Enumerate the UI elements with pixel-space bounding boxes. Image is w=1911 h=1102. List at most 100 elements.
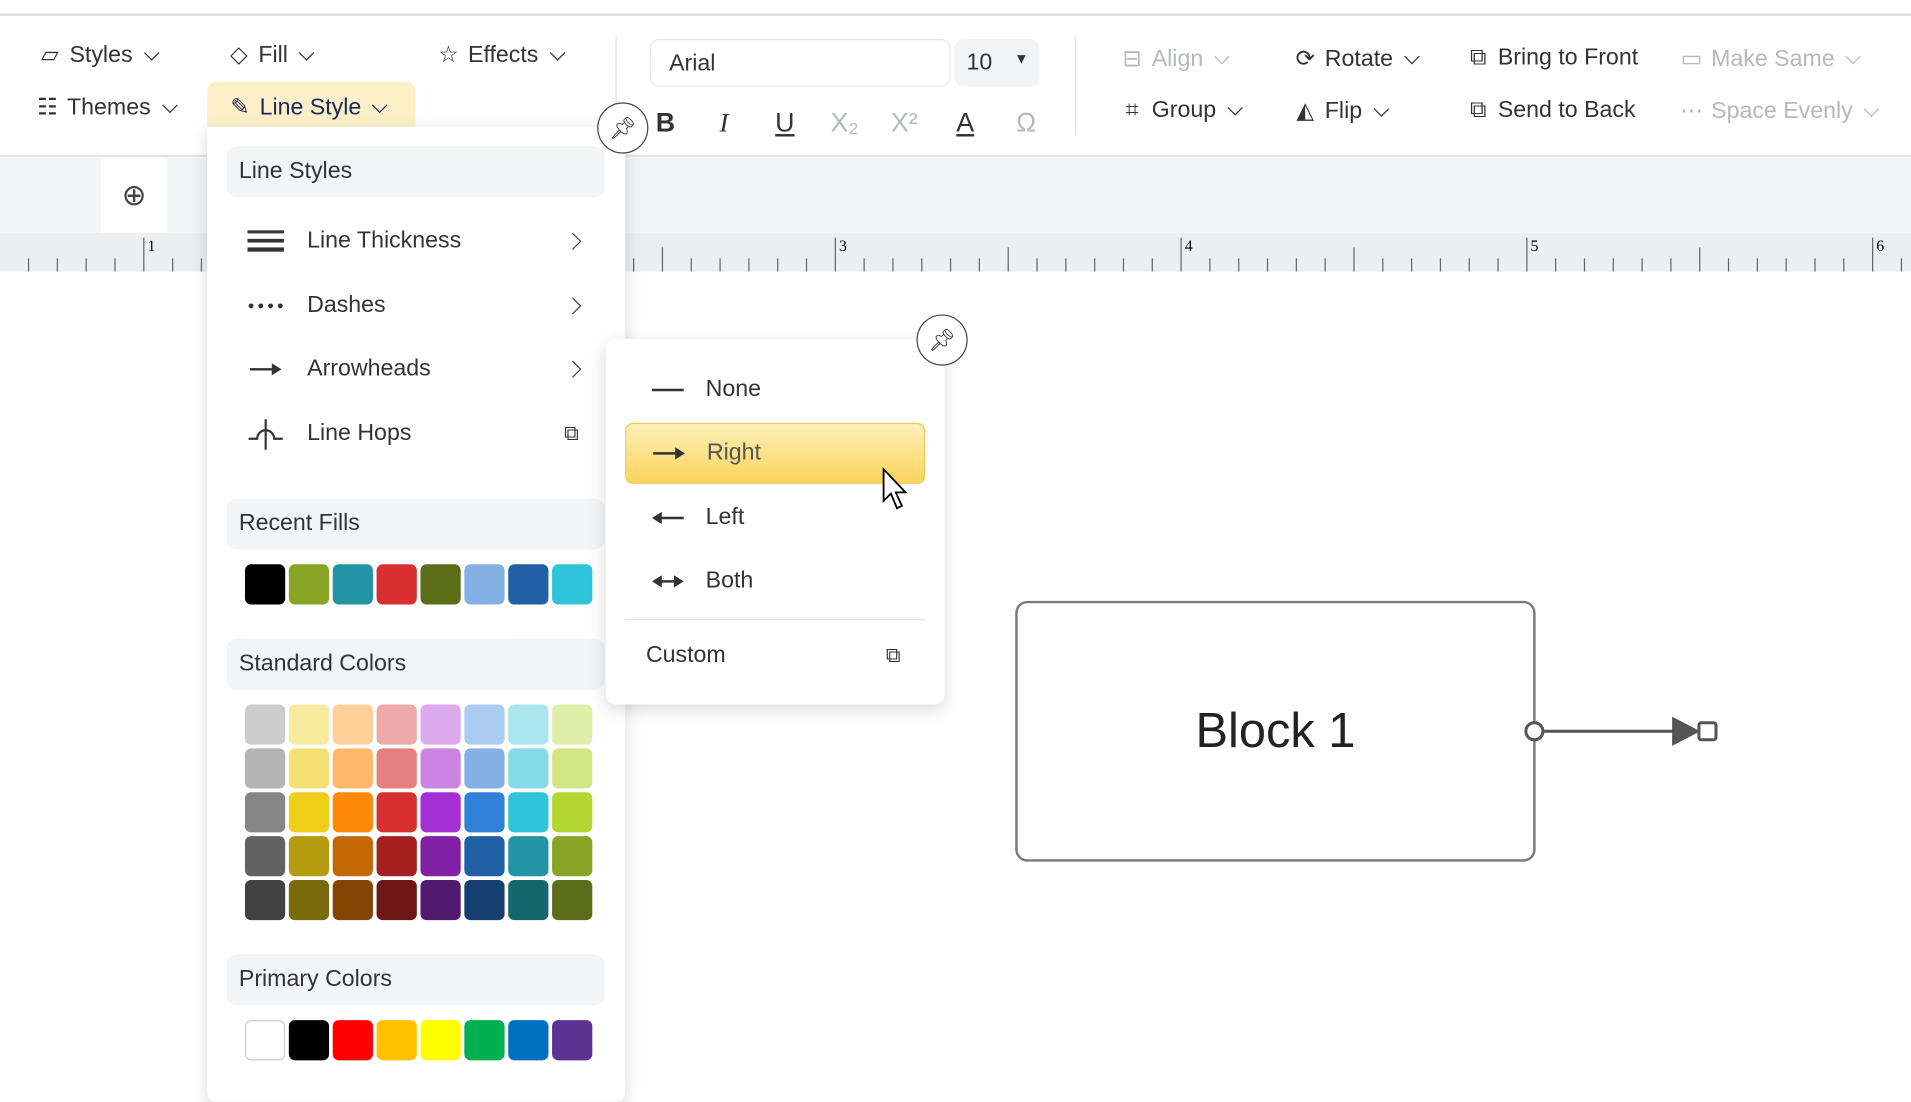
color-swatch[interactable] xyxy=(376,792,417,833)
plus-circle-icon: ⊕ xyxy=(121,179,147,213)
color-swatch[interactable] xyxy=(508,748,549,789)
color-swatch[interactable] xyxy=(244,748,286,789)
color-swatch[interactable] xyxy=(376,879,417,921)
line-style-button[interactable]: ✎ Line Style xyxy=(227,94,391,122)
color-swatch[interactable] xyxy=(552,879,593,921)
color-swatch[interactable] xyxy=(508,564,549,605)
color-swatch[interactable] xyxy=(244,836,286,877)
pin-submenu-button[interactable]: 📌︎ xyxy=(916,314,968,366)
color-swatch[interactable] xyxy=(508,836,549,877)
color-swatch[interactable] xyxy=(552,836,593,877)
send-to-back-button[interactable]: ⧉ Send to Back xyxy=(1465,98,1636,125)
arrowhead-option-right[interactable]: Right xyxy=(625,422,926,484)
rotate-button[interactable]: ⟳ Rotate xyxy=(1292,45,1422,73)
color-swatch[interactable] xyxy=(552,1020,593,1061)
color-swatch[interactable] xyxy=(332,704,373,745)
align-button[interactable]: ⊟ Align xyxy=(1119,45,1233,73)
color-swatch[interactable] xyxy=(376,564,417,605)
styles-button[interactable]: ▱ Styles xyxy=(37,41,162,69)
flip-button[interactable]: ◭ Flip xyxy=(1292,98,1391,126)
menu-item-line-hops[interactable]: Line Hops ⧉ xyxy=(244,410,579,459)
color-swatch[interactable] xyxy=(508,704,549,745)
menu-item-dashes[interactable]: Dashes xyxy=(244,282,582,331)
ruler-label: 6 xyxy=(1876,238,1884,255)
color-swatch[interactable] xyxy=(332,564,373,605)
menu-item-line-thickness[interactable]: Line Thickness xyxy=(244,217,582,266)
color-swatch[interactable] xyxy=(464,564,505,605)
underline-button[interactable]: U xyxy=(775,107,795,138)
chevron-right-icon xyxy=(564,232,582,250)
pin-menu-button[interactable]: 📌︎ xyxy=(597,102,649,154)
color-swatch[interactable] xyxy=(552,748,593,789)
arrowhead-option-left[interactable]: Left xyxy=(625,488,925,549)
color-swatch[interactable] xyxy=(244,879,286,921)
color-swatch[interactable] xyxy=(332,879,373,921)
color-swatch[interactable] xyxy=(552,792,593,833)
arrowhead-option-custom[interactable]: Custom ⧉ xyxy=(625,625,925,686)
color-swatch[interactable] xyxy=(288,704,330,745)
star-icon: ☆ xyxy=(438,42,459,69)
option-label: None xyxy=(705,376,762,403)
arrowhead-option-both[interactable]: Both xyxy=(625,551,925,612)
color-swatch[interactable] xyxy=(288,792,330,833)
font-color-button[interactable]: A xyxy=(956,107,975,138)
connector-end-handle[interactable] xyxy=(1697,721,1718,742)
group-button[interactable]: ⌗ Group xyxy=(1119,98,1246,125)
italic-button[interactable]: I xyxy=(719,107,729,138)
color-swatch[interactable] xyxy=(420,836,461,877)
color-swatch[interactable] xyxy=(332,1020,373,1061)
themes-button[interactable]: ☷ Themes xyxy=(34,94,180,122)
bring-to-front-button[interactable]: ⧉ Bring to Front xyxy=(1465,45,1638,72)
color-swatch[interactable] xyxy=(244,792,286,833)
color-swatch[interactable] xyxy=(420,704,461,745)
color-swatch[interactable] xyxy=(464,792,505,833)
color-swatch[interactable] xyxy=(508,879,549,921)
effects-button[interactable]: ☆ Effects xyxy=(435,41,568,69)
color-swatch[interactable] xyxy=(552,564,593,605)
color-swatch[interactable] xyxy=(420,1020,461,1061)
color-swatch[interactable] xyxy=(376,704,417,745)
block-shape[interactable]: Block 1 xyxy=(1015,600,1536,862)
fill-button[interactable]: ◇ Fill xyxy=(225,41,317,69)
subscript-button[interactable]: X₂ xyxy=(830,107,859,138)
color-swatch[interactable] xyxy=(464,748,505,789)
color-swatch[interactable] xyxy=(244,564,286,605)
color-swatch[interactable] xyxy=(464,1020,505,1061)
color-swatch[interactable] xyxy=(244,704,286,745)
color-swatch[interactable] xyxy=(332,748,373,789)
font-size-select[interactable]: 10 ▼ xyxy=(954,39,1040,87)
color-swatch[interactable] xyxy=(288,748,330,789)
color-swatch[interactable] xyxy=(420,792,461,833)
color-swatch[interactable] xyxy=(420,879,461,921)
color-swatch[interactable] xyxy=(376,1020,417,1061)
color-swatch[interactable] xyxy=(552,704,593,745)
color-swatch[interactable] xyxy=(288,836,330,877)
color-swatch[interactable] xyxy=(244,1020,286,1061)
symbol-button[interactable]: Ω xyxy=(1016,107,1037,138)
color-swatch[interactable] xyxy=(420,748,461,789)
connector-start-handle[interactable] xyxy=(1524,721,1545,742)
font-family-input[interactable]: Arial xyxy=(649,39,951,87)
color-swatch[interactable] xyxy=(288,564,330,605)
make-same-button[interactable]: ▭ Make Same xyxy=(1678,45,1864,73)
color-swatch[interactable] xyxy=(508,792,549,833)
connector-line[interactable] xyxy=(1517,713,1724,750)
menu-item-arrowheads[interactable]: Arrowheads xyxy=(244,345,582,394)
color-swatch[interactable] xyxy=(464,879,505,921)
color-swatch[interactable] xyxy=(420,564,461,605)
add-page-button[interactable]: ⊕ xyxy=(101,158,167,233)
color-swatch[interactable] xyxy=(376,836,417,877)
color-swatch[interactable] xyxy=(288,1020,330,1061)
color-swatch[interactable] xyxy=(376,748,417,789)
bold-button[interactable]: B xyxy=(655,107,676,138)
color-swatch[interactable] xyxy=(464,704,505,745)
superscript-button[interactable]: X² xyxy=(890,107,918,138)
color-swatch[interactable] xyxy=(288,879,330,921)
space-evenly-button[interactable]: ⋯ Space Evenly xyxy=(1678,98,1882,126)
color-swatch[interactable] xyxy=(332,792,373,833)
color-swatch[interactable] xyxy=(508,1020,549,1061)
color-swatch[interactable] xyxy=(464,836,505,877)
arrowhead-option-none[interactable]: None xyxy=(625,360,925,421)
themes-label: Themes xyxy=(67,94,151,121)
color-swatch[interactable] xyxy=(332,836,373,877)
